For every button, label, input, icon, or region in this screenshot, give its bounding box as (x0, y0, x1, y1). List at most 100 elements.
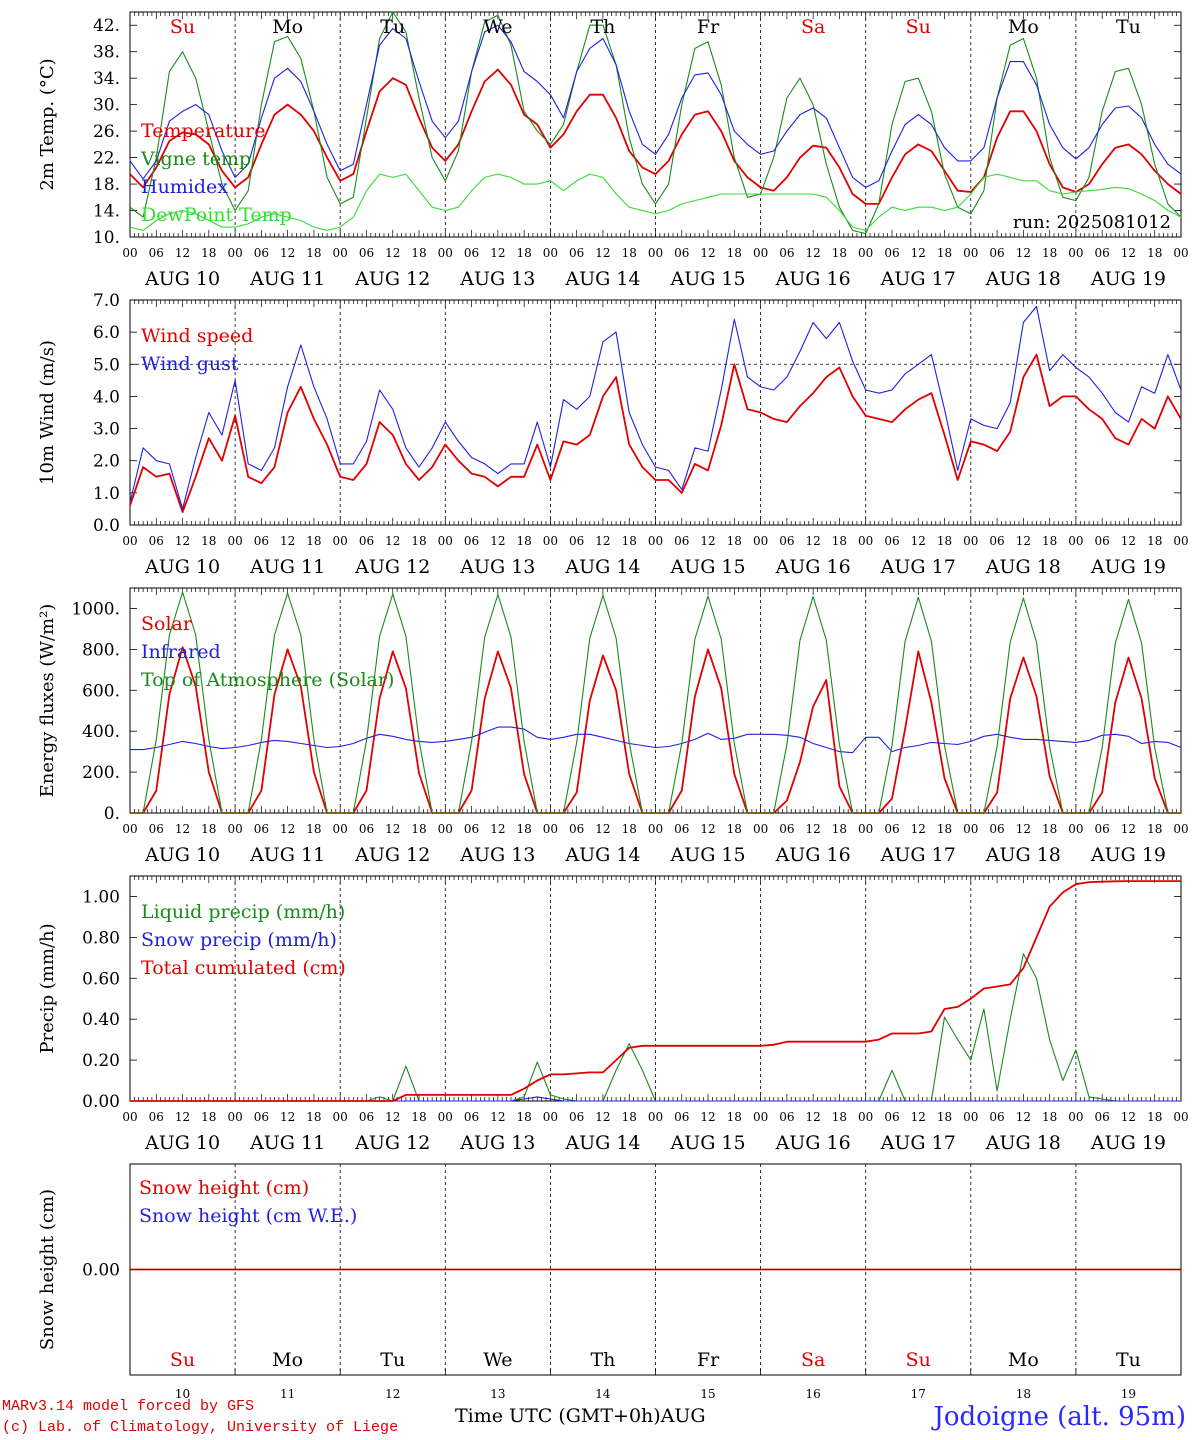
date-label: AUG 16 (775, 556, 851, 578)
y-tick-label: 0.40 (82, 1010, 120, 1030)
y-tick-label: 7.0 (93, 291, 120, 311)
hour-tick-label: 00 (227, 822, 242, 836)
hour-tick-label: 12 (175, 822, 190, 836)
hour-tick-label: 00 (1173, 822, 1188, 836)
hour-tick-label: 06 (464, 1110, 479, 1124)
series-line-infrared (130, 726, 1182, 754)
date-label: AUG 11 (249, 844, 325, 866)
date-label: AUG 14 (564, 1132, 640, 1154)
hour-tick-label: 06 (779, 822, 794, 836)
hour-tick-label: 18 (832, 822, 847, 836)
date-label: AUG 16 (775, 844, 851, 866)
hour-tick-label: 00 (753, 534, 768, 548)
weekday-label-top: We (483, 16, 512, 38)
date-label: AUG 15 (669, 268, 745, 290)
hour-tick-label: 18 (937, 246, 952, 260)
hour-tick-label: 00 (438, 534, 453, 548)
hour-tick-label: 06 (674, 1110, 689, 1124)
date-number: 13 (490, 1387, 505, 1401)
hour-tick-label: 12 (1121, 246, 1136, 260)
hour-tick-label: 12 (1016, 534, 1031, 548)
hour-tick-label: 12 (700, 246, 715, 260)
hour-tick-label: 00 (543, 822, 558, 836)
hour-tick-label: 00 (1173, 1110, 1188, 1124)
hour-tick-label: 12 (385, 1110, 400, 1124)
hour-tick-label: 12 (911, 246, 926, 260)
plot-frame (129, 587, 1182, 814)
hour-tick-label: 06 (569, 1110, 584, 1124)
weekday-label-bottom: Sa (801, 1349, 825, 1371)
hour-tick-label: 06 (359, 1110, 374, 1124)
weekday-label-bottom: We (483, 1349, 512, 1371)
weekday-label-bottom: Tu (1116, 1349, 1141, 1371)
date-label: AUG 10 (144, 844, 220, 866)
hour-tick-label: 18 (1042, 534, 1057, 548)
hour-tick-label: 06 (989, 534, 1004, 548)
hour-tick-label: 12 (1121, 534, 1136, 548)
hour-tick-label: 12 (911, 534, 926, 548)
hour-tick-label: 18 (1147, 822, 1162, 836)
y-tick-label: 1.00 (82, 887, 120, 907)
hour-tick-label: 06 (779, 246, 794, 260)
hour-tick-label: 06 (1095, 822, 1110, 836)
hour-tick-label: 06 (884, 1110, 899, 1124)
hour-tick-label: 06 (1095, 534, 1110, 548)
date-label: AUG 11 (249, 1132, 325, 1154)
y-tick-label: 0.60 (82, 969, 120, 989)
hour-tick-label: 18 (832, 534, 847, 548)
date-label: AUG 17 (880, 844, 956, 866)
hour-tick-label: 12 (1016, 1110, 1031, 1124)
legend-entry: Wind gust (141, 353, 239, 375)
y-tick-label: 4.0 (93, 387, 120, 407)
y-tick-label: 26. (93, 122, 120, 142)
hour-tick-label: 12 (175, 534, 190, 548)
hour-tick-label: 06 (779, 1110, 794, 1124)
hour-tick-label: 06 (149, 822, 164, 836)
hour-tick-label: 06 (149, 1110, 164, 1124)
hour-tick-label: 18 (516, 1110, 531, 1124)
hour-tick-label: 18 (622, 246, 637, 260)
lab-credit: (c) Lab. of Climatology, University of L… (2, 1419, 399, 1436)
date-label: AUG 18 (985, 268, 1061, 290)
hour-tick-label: 12 (700, 822, 715, 836)
hour-tick-label: 18 (727, 1110, 742, 1124)
hour-tick-label: 18 (832, 246, 847, 260)
hour-tick-label: 18 (411, 822, 426, 836)
hour-tick-label: 06 (254, 822, 269, 836)
y-axis-label: Precip (mm/h) (37, 923, 58, 1053)
weekday-label-top: Tu (1116, 16, 1141, 38)
legend-entry: Vigne temp (140, 148, 251, 170)
hour-tick-label: 12 (806, 534, 821, 548)
hour-tick-label: 00 (963, 534, 978, 548)
y-tick-label: 5.0 (93, 355, 120, 375)
hour-tick-label: 18 (1147, 1110, 1162, 1124)
hour-tick-label: 12 (806, 246, 821, 260)
hour-tick-label: 06 (359, 534, 374, 548)
y-tick-label: 2.0 (93, 452, 120, 472)
y-tick-label: 200. (82, 763, 120, 783)
panel-3: 00 06 12 18 00 06 12 18 00 06 12 18 00 06 12 18 00 06 12 18… (37, 587, 1189, 866)
date-number: 16 (806, 1387, 821, 1401)
hour-tick-label: 18 (201, 246, 216, 260)
hour-tick-label: 18 (306, 822, 321, 836)
hour-tick-label: 00 (333, 534, 348, 548)
y-tick-label: 22. (93, 149, 120, 169)
hour-tick-label: 18 (1147, 246, 1162, 260)
date-number: 10 (175, 1387, 190, 1401)
hour-tick-label: 18 (727, 822, 742, 836)
date-label: AUG 11 (249, 268, 325, 290)
hour-tick-label: 06 (989, 246, 1004, 260)
y-tick-label: 6.0 (93, 323, 120, 343)
date-label: AUG 17 (880, 556, 956, 578)
series-line-wind-speed (129, 353, 1182, 513)
legend-entry: Snow height (cm W.E.) (139, 1205, 357, 1227)
hour-tick-label: 00 (963, 1110, 978, 1124)
weekday-label-bottom: Fr (697, 1349, 720, 1371)
date-number: 11 (280, 1387, 295, 1401)
hour-tick-label: 00 (648, 822, 663, 836)
hour-tick-label: 18 (622, 534, 637, 548)
hour-tick-label: 18 (727, 246, 742, 260)
hour-tick-label: 06 (464, 822, 479, 836)
weekday-label-bottom: Su (170, 1349, 195, 1371)
